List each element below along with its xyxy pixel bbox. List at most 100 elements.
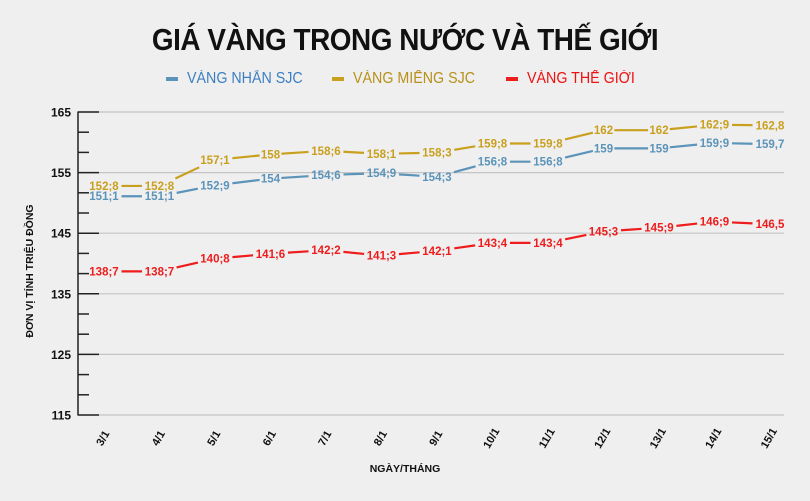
- series-line: [669, 143, 698, 149]
- x-tick-label: 15/1: [759, 426, 780, 451]
- series-2: 138;7 138;7 140;8 141;6 142;2 141;3 142;1 143;4…: [89, 217, 785, 279]
- y-tick-label: 135: [51, 287, 71, 301]
- data-label: 143;4: [478, 238, 508, 250]
- data-label: 151;1: [89, 191, 119, 203]
- series-line: [620, 227, 642, 232]
- series-line: [343, 250, 365, 256]
- x-tick-label: 8/1: [372, 429, 390, 448]
- y-tick-label: 145: [51, 227, 71, 241]
- data-label: 156;8: [478, 157, 508, 169]
- data-label: 138;7: [145, 266, 174, 278]
- data-label: 162,8: [756, 120, 785, 132]
- data-label: 162: [649, 125, 668, 137]
- y-tick-label: 155: [51, 166, 71, 180]
- data-label: 146;9: [700, 217, 729, 229]
- data-label: 141;6: [256, 249, 285, 261]
- data-label: 159,7: [756, 139, 785, 151]
- data-label: 158: [261, 149, 281, 161]
- data-label: 158;1: [367, 149, 397, 161]
- data-label: 145;3: [589, 226, 618, 238]
- data-label: 146,5: [756, 219, 785, 231]
- data-label: 162: [594, 125, 613, 137]
- data-label: 141;3: [367, 251, 396, 263]
- data-label: 151;1: [145, 191, 175, 203]
- data-label: 145;9: [644, 223, 673, 235]
- legend-label: VÀNG NHẪN SJC: [186, 70, 303, 87]
- x-tick-label: 14/1: [703, 426, 724, 451]
- data-label: 159;8: [478, 139, 508, 151]
- series-line: [564, 149, 594, 159]
- legend-item-vang-mieng-sjc: VÀNG MIẾNG SJC: [332, 70, 486, 88]
- x-tick-label: 13/1: [648, 426, 669, 451]
- data-label: 154;6: [311, 170, 340, 182]
- data-label: 158;3: [422, 148, 451, 160]
- legend-swatch-icon: [332, 77, 345, 81]
- x-tick-label: 11/1: [537, 426, 558, 450]
- series-line: [398, 251, 420, 256]
- series-line: [676, 222, 698, 227]
- x-tick-label: 6/1: [261, 429, 279, 448]
- series-line: [343, 172, 365, 176]
- series-line: [281, 150, 309, 155]
- y-axis-title: ĐƠN VỊ TÍNH TRIỆU ĐỒNG: [24, 204, 36, 338]
- y-tick-label: 125: [51, 348, 71, 362]
- legend-item-vang-the-gioi: VÀNG THẾ GIỚI: [506, 70, 644, 88]
- data-label: 162;9: [700, 120, 729, 132]
- series-line: [176, 261, 199, 269]
- legend-swatch-icon: [506, 77, 519, 81]
- x-tick-label: 4/1: [150, 429, 168, 448]
- series-line: [398, 173, 420, 177]
- series-line: [564, 233, 587, 241]
- series-line: [564, 131, 594, 141]
- series-0: 151;1 151;1 152;9 154 154;6 154;9 154;3 156;8 15…: [89, 138, 784, 203]
- legend-label: VÀNG THẾ GIỚI: [527, 70, 635, 87]
- series-line: [454, 244, 476, 250]
- data-label: 159;8: [533, 139, 563, 151]
- series-line: [453, 165, 476, 174]
- series-line: [731, 221, 753, 225]
- series-line: [232, 154, 260, 160]
- x-tick-label: 9/1: [427, 429, 445, 448]
- data-label: 140;8: [200, 254, 230, 266]
- legend-swatch-icon: [165, 77, 178, 81]
- series-line: [287, 250, 309, 254]
- series-line: [174, 166, 200, 180]
- data-label: 152;9: [200, 180, 229, 192]
- series-line: [232, 178, 260, 185]
- data-label: 154;3: [422, 172, 451, 184]
- series-line: [343, 150, 365, 154]
- x-tick-label: 12/1: [592, 426, 613, 451]
- x-tick-label: 7/1: [316, 429, 334, 448]
- data-label: 152;8: [89, 181, 119, 193]
- data-label: 143;4: [533, 238, 563, 250]
- data-label: 154;9: [367, 168, 396, 180]
- chart-title: GIÁ VÀNG TRONG NƯỚC VÀ THẾ GIỚI: [151, 22, 659, 57]
- data-label: 142;2: [311, 245, 340, 257]
- series-1: 152;8 152;8 157;1 158 158;6 158;1 158;3 159;8 15…: [89, 120, 785, 193]
- series-line: [281, 175, 309, 180]
- data-label: 156;8: [533, 157, 563, 169]
- y-tick-label: 165: [51, 106, 71, 120]
- x-tick-label: 5/1: [205, 429, 223, 448]
- y-tick-label: 115: [52, 409, 72, 423]
- legend-item-vang-nhan-sjc: VÀNG NHẪN SJC: [165, 70, 313, 88]
- series-line: [232, 254, 254, 259]
- data-label: 152;8: [145, 181, 175, 193]
- series-line: [454, 145, 476, 151]
- data-label: 158;6: [311, 146, 340, 158]
- series-line: [669, 125, 698, 131]
- legend: VÀNG NHẪN SJC VÀNG MIẾNG SJC VÀNG THẾ GI…: [0, 70, 810, 88]
- x-tick-label: 10/1: [481, 426, 502, 451]
- data-label: 138;7: [89, 266, 118, 278]
- x-axis-title: NGÀY/THÁNG: [369, 463, 441, 475]
- data-label: 142;1: [422, 246, 452, 258]
- series-line: [176, 187, 199, 194]
- legend-label: VÀNG MIẾNG SJC: [353, 70, 476, 87]
- data-label: 159: [594, 143, 613, 155]
- data-label: 157;1: [200, 155, 230, 167]
- data-label: 159;9: [700, 138, 729, 150]
- data-label: 159: [649, 143, 668, 155]
- data-label: 154: [261, 174, 281, 186]
- x-tick-label: 3/1: [94, 429, 112, 448]
